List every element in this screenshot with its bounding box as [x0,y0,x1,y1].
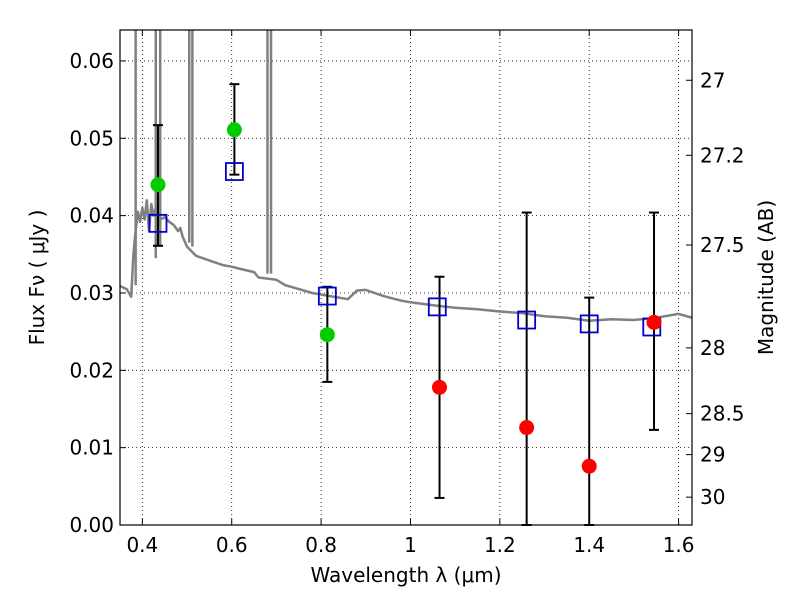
model-photometry-point [579,314,599,334]
x-tick-label: 1 [404,533,417,557]
x-tick-label: 1.2 [484,533,516,557]
model-photometry-point [148,213,168,233]
y-tick-label: 0.00 [69,513,114,537]
x-tick-label: 0.4 [126,533,158,557]
detection-point [319,327,335,343]
model-photometry-point [224,162,244,181]
y2-tick-label: 27.2 [700,143,745,167]
errorbar-layer [152,83,660,526]
x-tick-label: 1.6 [663,533,695,557]
y-tick-label: 0.01 [69,436,114,460]
tick-layer: 0.4 0.6 0.8 1 1.2 1.4 1.6 0.00 0.01 0.02 0.03 0.04 0… [69,30,745,557]
model-photometry-point [517,310,537,330]
x-tick-label: 0.8 [305,533,337,557]
nondetection-point [581,458,597,474]
model-spectrum-line [120,198,692,323]
y-tick-label: 0.02 [69,358,114,382]
grid-layer [120,30,692,526]
nondetection-point [646,314,662,330]
spectrum-layer [120,30,692,323]
plot-frame [119,29,693,526]
x-tick-label: 1.4 [573,533,605,557]
y2-tick-label: 30 [700,485,725,509]
y2-axis-label: Magnitude (AB) [754,200,778,355]
y-tick-label: 0.05 [69,126,114,150]
detection-point [226,122,242,138]
y-axis-label: Flux Fν ( μJy ) [25,210,49,346]
y2-tick-label: 29 [700,443,725,467]
y-tick-label: 0.03 [69,281,114,305]
y-tick-label: 0.06 [69,49,114,73]
nondetection-point [519,420,535,436]
y2-tick-label: 27 [700,68,725,92]
y-tick-label: 0.04 [69,204,114,228]
detection-point [150,177,166,193]
nondetection-point [432,379,448,395]
y2-tick-label: 28 [700,336,725,360]
model-photometry-point [427,297,447,317]
x-axis-label: Wavelength λ (μm) [310,563,501,587]
model-photometry-point [317,286,337,306]
y2-tick-label: 28.5 [700,402,745,426]
y2-tick-label: 27.5 [700,233,745,257]
point-layer [148,122,662,474]
x-tick-label: 0.6 [216,533,248,557]
